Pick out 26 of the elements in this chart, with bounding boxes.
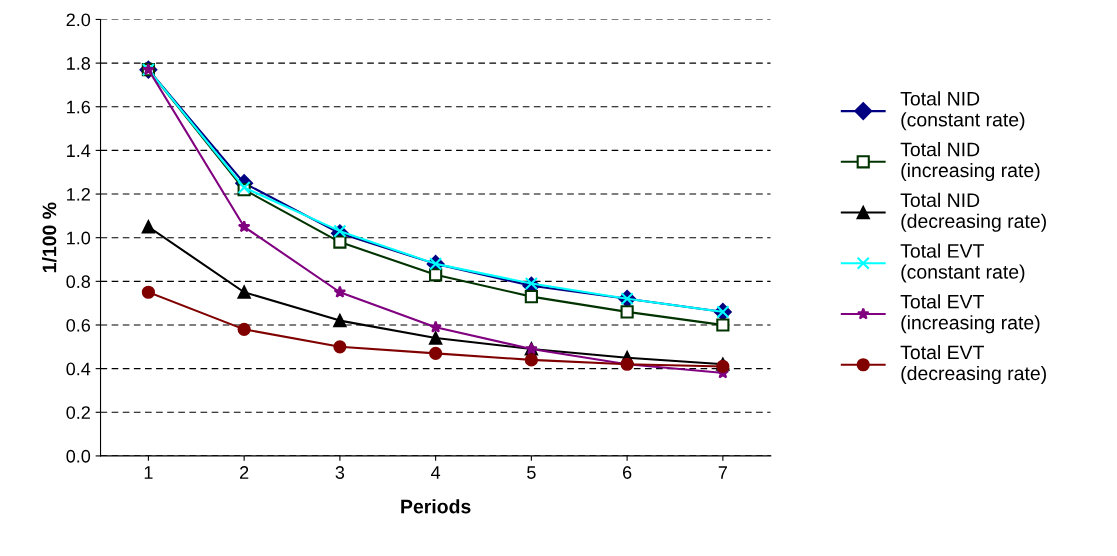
y-tick-label: 1.6 [67, 100, 91, 114]
x-tick-label: 7 [718, 466, 727, 479]
legend-label: Total EVT (decreasing rate) [900, 345, 1046, 385]
x-tick-label: 1 [144, 466, 153, 479]
x-tick-label: 4 [431, 466, 441, 479]
legend-label: Total NID (increasing rate) [900, 142, 1040, 182]
y-tick-label: 0.2 [66, 406, 90, 419]
y-tick-label: 0.0 [66, 449, 91, 463]
x-tick-label: 6 [623, 466, 632, 479]
y-tick-label: 1.4 [67, 144, 91, 157]
legend-label: Total NID (decreasing rate) [900, 192, 1046, 232]
y-tick-label: 2.0 [66, 13, 91, 27]
y-tick-label: 1.2 [67, 187, 90, 201]
y-tick-label: 0.6 [66, 318, 91, 332]
legend-label: Total EVT (increasing rate) [900, 294, 1040, 334]
y-tick-label: 1.8 [67, 57, 91, 70]
y-tick-label: 0.4 [66, 362, 91, 376]
x-axis-title: Periods [401, 499, 471, 514]
y-tick-label: 1.0 [67, 231, 91, 245]
legend-label: Total EVT (constant rate) [900, 243, 1025, 283]
x-tick-label: 3 [335, 466, 345, 479]
y-axis-title: 1/100 % [42, 202, 57, 273]
y-tick-label: 0.8 [66, 275, 91, 289]
x-tick-label: 5 [527, 466, 536, 479]
x-tick-label: 2 [240, 466, 249, 479]
legend-label: Total NID (constant rate) [900, 91, 1025, 131]
